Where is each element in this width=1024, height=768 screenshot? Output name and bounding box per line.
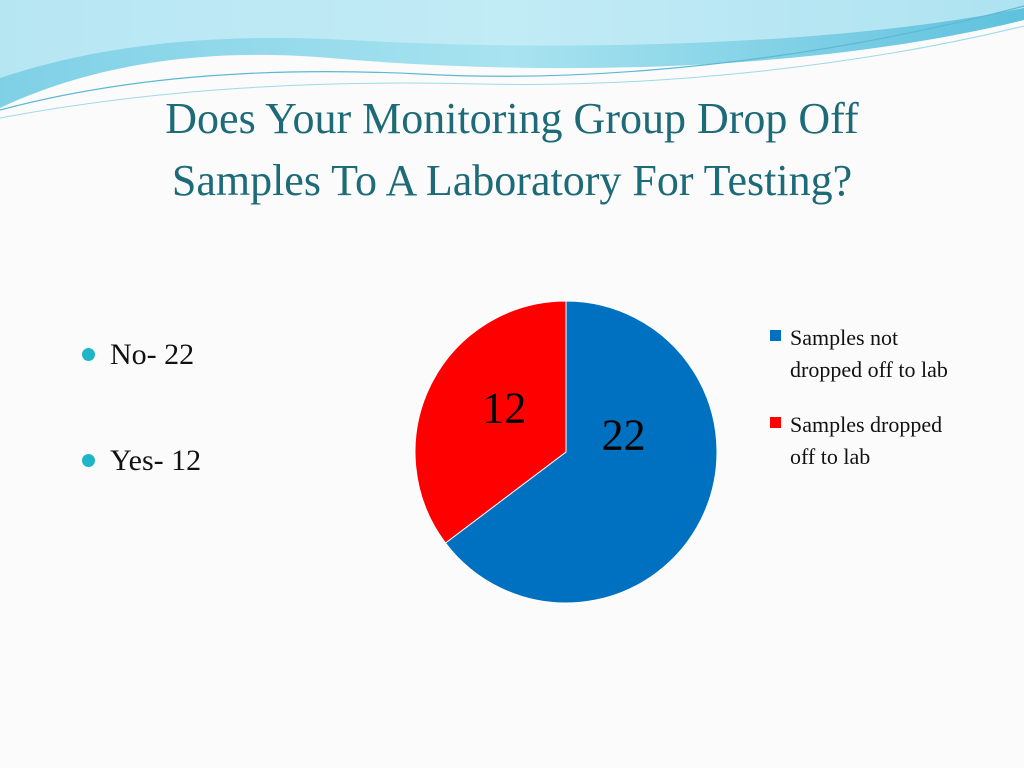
bullet-text: No- 22 bbox=[110, 338, 195, 371]
legend-swatch-not-dropped bbox=[770, 330, 781, 341]
bullet-text: Yes- 12 bbox=[110, 444, 202, 477]
bullet-list: No- 22 Yes- 12 bbox=[78, 332, 201, 544]
bullet-dot-icon bbox=[82, 454, 95, 467]
legend-label: Samples not dropped off to lab bbox=[790, 325, 948, 382]
pie-chart: 22 12 bbox=[414, 300, 718, 604]
chart-legend: Samples not dropped off to lab Samples d… bbox=[768, 322, 958, 496]
bullet-item: Yes- 12 bbox=[78, 438, 201, 484]
legend-label: Samples dropped off to lab bbox=[790, 412, 943, 469]
pie-slice-1 bbox=[414, 300, 567, 544]
legend-item: Samples not dropped off to lab bbox=[768, 322, 958, 386]
bullet-item: No- 22 bbox=[78, 332, 201, 378]
wave-line-1 bbox=[0, 5, 1024, 111]
pie-data-label-0: 22 bbox=[602, 411, 646, 460]
pie-slice-0 bbox=[444, 300, 718, 604]
bullet-dot-icon bbox=[82, 348, 95, 361]
title-line-1: Does Your Monitoring Group Drop Off bbox=[165, 94, 859, 143]
legend-swatch-dropped bbox=[770, 417, 781, 428]
legend-item: Samples dropped off to lab bbox=[768, 409, 958, 473]
wave-band-highlight bbox=[0, 0, 1024, 78]
title-line-2: Samples To A Laboratory For Testing? bbox=[171, 156, 853, 205]
slide-title: Does Your Monitoring Group Drop Off Samp… bbox=[60, 88, 964, 212]
pie-data-label-1: 12 bbox=[482, 383, 526, 432]
wave-line-2 bbox=[0, 25, 1024, 119]
header-wave-decoration bbox=[0, 0, 1024, 119]
